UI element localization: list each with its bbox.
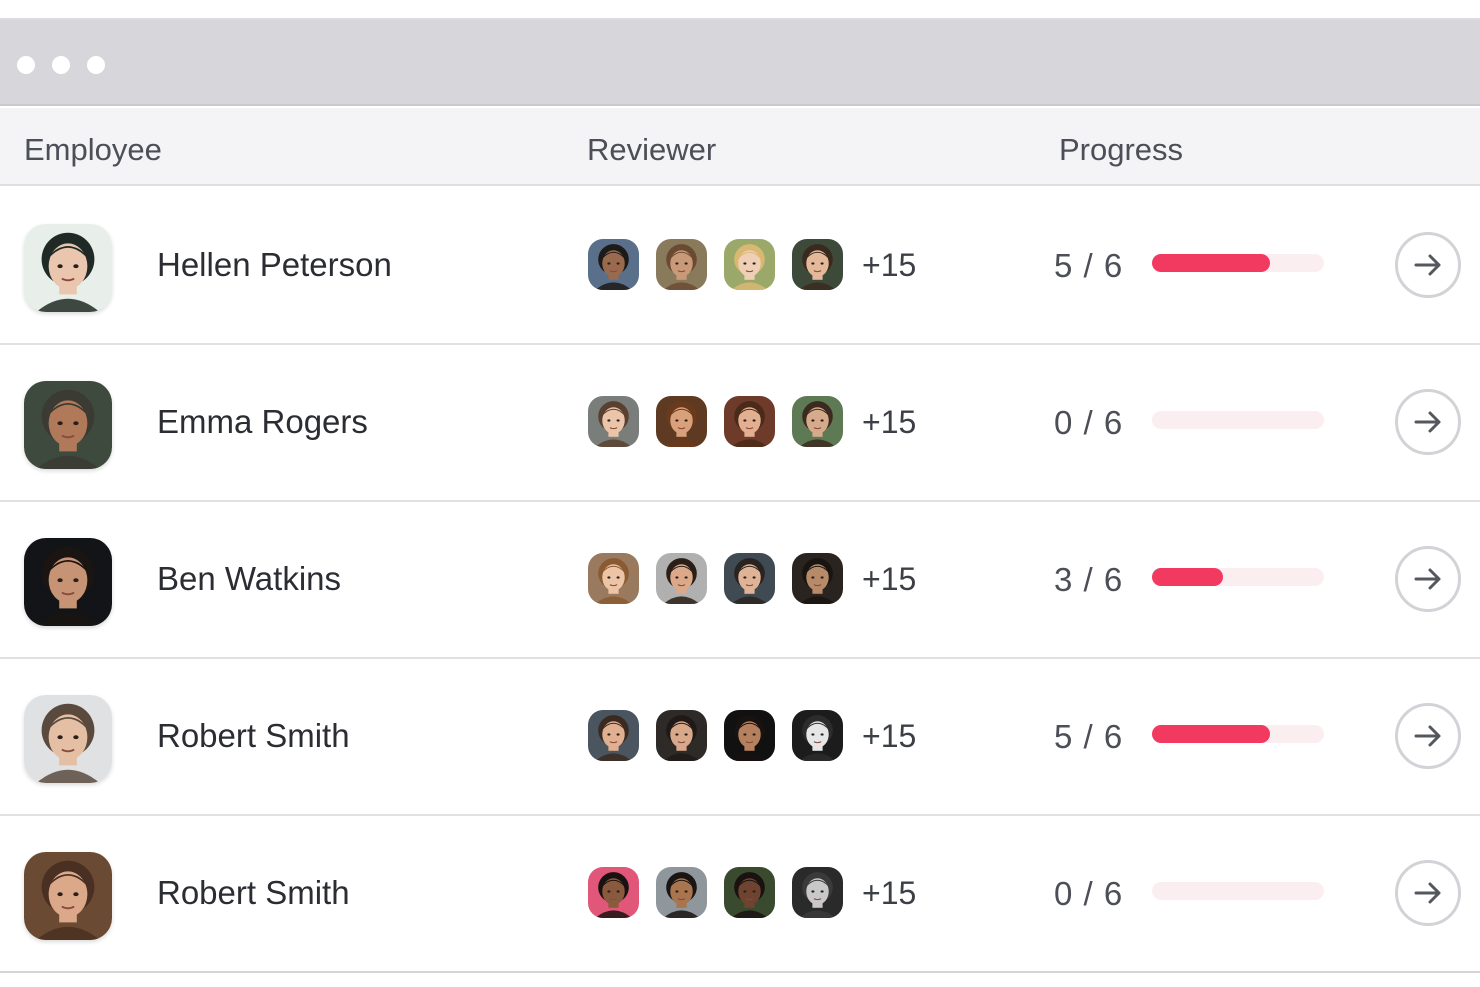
employee-photo [24,538,112,626]
employee-photo [24,695,112,783]
progress-count: 0 / 6 [1054,404,1124,441]
open-review-button[interactable] [1395,232,1461,298]
reviewer-avatar[interactable] [588,710,639,761]
reviewer-overflow-count[interactable]: +15 [862,718,917,754]
reviewer-photo [656,867,707,918]
employee-name[interactable]: Emma Rogers [157,403,368,440]
column-header-progress[interactable]: Progress [1059,132,1184,167]
employee-avatar[interactable] [24,381,112,469]
reviewer-avatar[interactable] [792,710,843,761]
reviewer-avatar[interactable] [656,710,707,761]
open-review-button[interactable] [1395,703,1461,769]
reviewer-avatar[interactable] [588,867,639,918]
employee-avatar[interactable] [24,224,112,312]
table-header: Employee Reviewer Progress [0,108,1480,186]
reviewer-avatar[interactable] [588,239,639,290]
reviewer-photo [656,396,707,447]
reviewer-photo [792,396,843,447]
employee-name[interactable]: Hellen Peterson [157,246,392,283]
employee-avatar[interactable] [24,538,112,626]
reviewer-avatar[interactable] [656,396,707,447]
open-review-button[interactable] [1395,546,1461,612]
reviewer-overflow-count[interactable]: +15 [862,247,917,283]
table-row[interactable]: Ben Watkins +15 3 / 6 [0,502,1480,659]
progress-bar-fill [1152,568,1223,586]
arrow-right-icon [1414,568,1441,590]
arrow-right-icon [1414,411,1441,433]
window-dot-1[interactable] [17,56,35,74]
reviewer-avatar[interactable] [724,396,775,447]
progress-bar-fill [1152,254,1270,272]
reviewer-avatar[interactable] [724,239,775,290]
table-row[interactable]: Robert Smith +15 5 / 6 [0,659,1480,816]
reviewer-photo [792,553,843,604]
reviewer-avatar[interactable] [792,553,843,604]
window-dot-3[interactable] [87,56,105,74]
table-row[interactable]: Hellen Peterson +15 5 / 6 [0,188,1480,345]
reviewer-photo [588,396,639,447]
reviewer-avatar[interactable] [656,553,707,604]
reviewer-photo [656,553,707,604]
reviewer-photo [724,710,775,761]
column-header-employee[interactable]: Employee [24,132,162,167]
progress-count: 0 / 6 [1054,875,1124,912]
reviewer-avatar[interactable] [724,553,775,604]
reviewer-photo [792,867,843,918]
reviewer-photo [724,239,775,290]
reviewer-overflow-count[interactable]: +15 [862,561,917,597]
arrow-right-icon [1414,254,1441,276]
reviewer-photo [656,710,707,761]
employee-photo [24,224,112,312]
employee-avatar[interactable] [24,695,112,783]
progress-bar-fill [1152,725,1270,743]
reviewer-avatar[interactable] [588,553,639,604]
open-review-button[interactable] [1395,389,1461,455]
app-window: Employee Reviewer Progress Hellen Peters… [0,18,1480,973]
reviewer-photo [656,239,707,290]
reviewer-overflow-count[interactable]: +15 [862,404,917,440]
progress-bar [1152,568,1324,586]
progress-bar [1152,411,1324,429]
column-header-reviewer[interactable]: Reviewer [587,132,717,167]
arrow-right-icon [1414,882,1441,904]
reviewer-avatar[interactable] [588,396,639,447]
progress-count: 3 / 6 [1054,561,1124,598]
table-row[interactable]: Robert Smith +15 0 / 6 [0,816,1480,973]
employee-name[interactable]: Robert Smith [157,717,350,754]
window-titlebar [0,20,1480,106]
reviewer-photo [792,710,843,761]
reviewer-photo [724,867,775,918]
reviewer-photo [588,867,639,918]
reviewer-avatar[interactable] [792,396,843,447]
employee-name[interactable]: Ben Watkins [157,560,342,597]
progress-bar [1152,882,1324,900]
reviewer-overflow-count[interactable]: +15 [862,875,917,911]
reviewer-photo [588,553,639,604]
employee-avatar[interactable] [24,852,112,940]
reviewer-photo [724,396,775,447]
progress-bar [1152,254,1324,272]
reviewer-avatar[interactable] [656,867,707,918]
table-row[interactable]: Emma Rogers +15 0 / 6 [0,345,1480,502]
reviewer-photo [588,239,639,290]
reviewer-avatar[interactable] [724,867,775,918]
window-dot-2[interactable] [52,56,70,74]
employee-photo [24,852,112,940]
reviewer-photo [724,553,775,604]
progress-count: 5 / 6 [1054,718,1124,755]
reviewer-avatar[interactable] [656,239,707,290]
reviewer-avatar[interactable] [724,710,775,761]
employee-name[interactable]: Robert Smith [157,874,350,911]
employee-photo [24,381,112,469]
reviewer-avatar[interactable] [792,239,843,290]
open-review-button[interactable] [1395,860,1461,926]
progress-count: 5 / 6 [1054,247,1124,284]
arrow-right-icon [1414,725,1441,747]
reviewer-photo [792,239,843,290]
reviewer-avatar[interactable] [792,867,843,918]
progress-bar [1152,725,1324,743]
reviewer-photo [588,710,639,761]
